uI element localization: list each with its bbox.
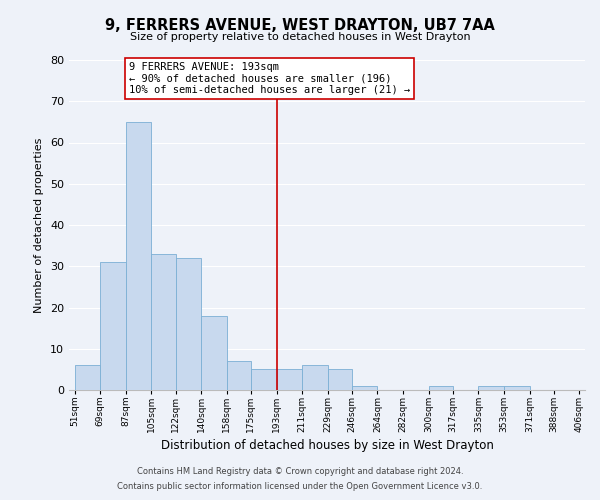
- Bar: [328, 370, 352, 390]
- Text: 9 FERRERS AVENUE: 193sqm
← 90% of detached houses are smaller (196)
10% of semi-: 9 FERRERS AVENUE: 193sqm ← 90% of detach…: [129, 62, 410, 96]
- Bar: [201, 316, 227, 390]
- Bar: [100, 262, 126, 390]
- Bar: [151, 254, 176, 390]
- Bar: [251, 370, 277, 390]
- Text: Size of property relative to detached houses in West Drayton: Size of property relative to detached ho…: [130, 32, 470, 42]
- Bar: [504, 386, 530, 390]
- Bar: [428, 386, 453, 390]
- Bar: [478, 386, 504, 390]
- Y-axis label: Number of detached properties: Number of detached properties: [34, 138, 44, 312]
- Bar: [352, 386, 377, 390]
- Text: Contains public sector information licensed under the Open Government Licence v3: Contains public sector information licen…: [118, 482, 482, 491]
- Bar: [74, 365, 100, 390]
- X-axis label: Distribution of detached houses by size in West Drayton: Distribution of detached houses by size …: [161, 439, 493, 452]
- Bar: [302, 365, 328, 390]
- Bar: [176, 258, 201, 390]
- Bar: [126, 122, 151, 390]
- Bar: [277, 370, 302, 390]
- Bar: [227, 361, 251, 390]
- Text: 9, FERRERS AVENUE, WEST DRAYTON, UB7 7AA: 9, FERRERS AVENUE, WEST DRAYTON, UB7 7AA: [105, 18, 495, 32]
- Text: Contains HM Land Registry data © Crown copyright and database right 2024.: Contains HM Land Registry data © Crown c…: [137, 467, 463, 476]
